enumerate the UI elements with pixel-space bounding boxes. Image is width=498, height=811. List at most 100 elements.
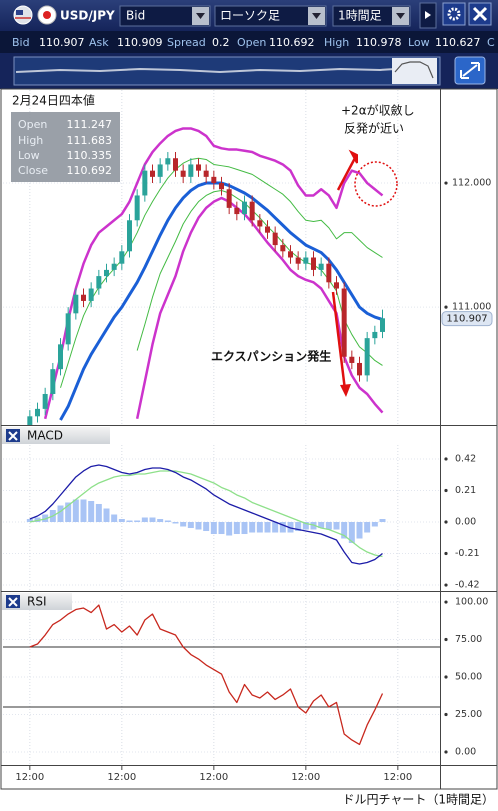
chart-style: ローソク足 [220, 9, 280, 23]
macd-header [2, 427, 110, 444]
histogram-bar [348, 522, 355, 544]
candle-body [272, 232, 278, 246]
pair[interactable]: USD/JPY [60, 9, 115, 23]
navigator-line [15, 67, 396, 74]
candle-body [380, 318, 385, 332]
histogram-bar [379, 519, 386, 523]
y-tick [444, 457, 448, 461]
histogram-bar [95, 503, 102, 523]
line [29, 464, 383, 565]
ohlc-value: 111.683 [67, 134, 113, 147]
plot [27, 127, 385, 425]
y-tick-label: 25.00 [455, 709, 482, 720]
y-tick [444, 583, 448, 587]
candle-body [341, 288, 347, 357]
line [29, 604, 384, 746]
histogram-bar [364, 522, 371, 533]
settings-button[interactable] [442, 2, 466, 26]
jp-sun [43, 11, 51, 19]
histogram-bar [172, 522, 179, 524]
candle-body [42, 393, 48, 409]
y-tick [444, 520, 448, 524]
candle-body [326, 263, 332, 283]
arrow-head [348, 149, 358, 164]
plot [26, 464, 386, 565]
ohlc-value: 110.335 [67, 149, 113, 162]
last-price: 110.907 [446, 314, 487, 325]
quote-value: 110.907 [39, 36, 85, 49]
y-tick [444, 181, 448, 185]
candle-body [58, 344, 63, 370]
y-tick-label: 75.00 [455, 634, 482, 645]
candle-body [188, 164, 194, 177]
histogram-bar [226, 522, 233, 536]
y-tick [444, 305, 448, 309]
histogram-bar [149, 517, 156, 523]
chart-style-select[interactable] [214, 5, 327, 27]
ohlc-label: Close [18, 164, 48, 177]
play-icon [425, 11, 431, 19]
candle-body [249, 201, 255, 221]
candle-body [65, 313, 71, 345]
price-type-select[interactable] [119, 5, 211, 27]
histogram-bar [118, 519, 125, 523]
highlight-circle [354, 161, 398, 207]
histogram-bar [103, 508, 110, 523]
ohlc-label: Low [18, 149, 40, 162]
quote-value: 110.978 [356, 36, 402, 49]
histogram-bar [218, 522, 225, 535]
ohlc-box [11, 112, 120, 182]
histogram-bar [264, 522, 271, 533]
histogram-bar [80, 499, 87, 523]
quote-label: Spread [167, 36, 206, 49]
interval-select[interactable] [332, 5, 411, 27]
panel-title: MACD [27, 429, 63, 443]
ohlc-label: High [18, 134, 43, 147]
arrow [331, 291, 347, 391]
x-tick-label: 12:00 [15, 772, 44, 783]
candle-body [196, 164, 201, 171]
gear-icon [447, 7, 461, 21]
candle-body [203, 170, 209, 177]
x-tick-label: 12:00 [199, 772, 228, 783]
candle-body [88, 288, 94, 301]
histogram-bar [302, 522, 309, 530]
histogram-bar [180, 522, 187, 527]
ohlc-value: 110.692 [67, 164, 113, 177]
ohlc-label: Open [18, 118, 47, 131]
y-tick-label: 0.42 [455, 453, 476, 464]
candle-body [226, 189, 232, 208]
candle-body [357, 362, 362, 376]
last-price-box [441, 311, 493, 327]
candle-body [96, 276, 102, 289]
candle-body [318, 263, 324, 270]
histogram-bar [164, 520, 171, 523]
quote-bar [0, 31, 498, 53]
histogram-bar [134, 520, 141, 523]
candle-body [234, 207, 240, 215]
navigator-window-line [394, 61, 434, 79]
histogram-bar [356, 522, 363, 539]
quote-value: 0.2 [212, 36, 230, 49]
line [29, 470, 383, 558]
y-tick-label: 112.000 [452, 178, 491, 189]
histogram-bar [318, 522, 325, 529]
y-tick-label: 111.000 [452, 302, 491, 313]
candle-body [35, 408, 40, 417]
quote-label: C [487, 36, 495, 49]
close-icon [8, 597, 18, 607]
candle-body [334, 282, 339, 289]
y-tick-label: 0.00 [455, 746, 476, 757]
quote-value: 110.692 [269, 36, 315, 49]
candle-body [73, 294, 79, 314]
histogram-bar [325, 522, 332, 530]
histogram-bar [111, 514, 118, 523]
histogram-bar [272, 522, 279, 533]
y-tick [444, 600, 448, 604]
histogram-bar [279, 522, 286, 533]
quote-value: 110.627 [435, 36, 481, 49]
histogram-bar [333, 522, 340, 530]
y-tick [444, 551, 448, 556]
quote-value: 110.909 [117, 36, 163, 49]
